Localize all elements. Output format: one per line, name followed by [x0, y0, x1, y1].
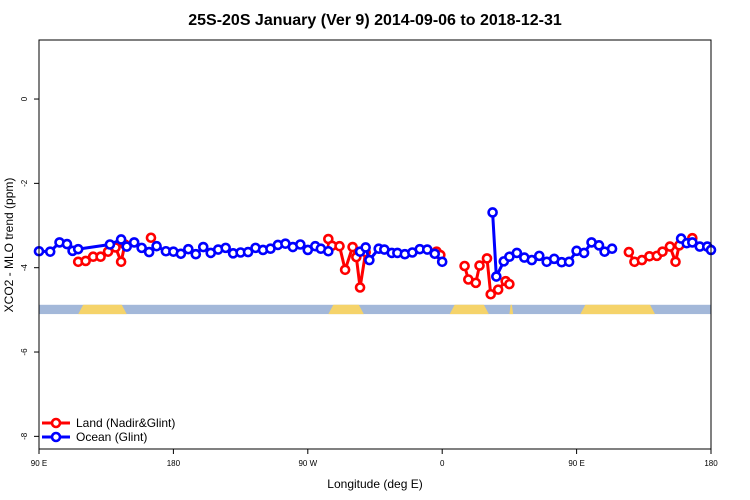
- series-land-point: [459, 260, 470, 272]
- series-ocean-point: [429, 248, 441, 260]
- chart-title: 25S-20S January (Ver 9) 2014-09-06 to 20…: [188, 12, 562, 29]
- series-ocean-point: [44, 246, 56, 257]
- series-ocean-point: [143, 246, 155, 258]
- series-ocean-point: [323, 245, 334, 257]
- series-ocean-point: [593, 240, 605, 251]
- series-ocean-point: [578, 247, 590, 259]
- y-tick-label: -8: [20, 432, 29, 440]
- series-ocean-point: [364, 254, 375, 266]
- series-ocean-point: [242, 246, 254, 258]
- y-axis: 0 -2 -4 -6 -8: [20, 96, 39, 440]
- series-ocean-point: [190, 248, 202, 260]
- series-ocean-point: [197, 241, 209, 253]
- series-land-point: [504, 278, 515, 290]
- surface-land-patch-3: [509, 304, 514, 315]
- series-land-point: [492, 284, 504, 295]
- series-ocean-point: [491, 271, 502, 282]
- legend: Land (Nadir&Glint) Ocean (Glint): [42, 416, 175, 444]
- x-tick-label: 90 E: [568, 459, 584, 468]
- series-ocean-point: [687, 237, 698, 248]
- legend-marker-ocean: [50, 431, 62, 443]
- series-land-point: [145, 232, 157, 244]
- series-land-point: [339, 264, 351, 276]
- legend-marker-land: [50, 417, 62, 429]
- plot-frame: [38, 39, 712, 450]
- surface-type-bar: [39, 304, 711, 315]
- y-tick-label: -2: [20, 179, 29, 187]
- series-land-point: [334, 240, 345, 252]
- series-ocean-point: [128, 237, 140, 248]
- legend-entry-land: Land (Nadir&Glint): [76, 416, 175, 430]
- series-land-point: [95, 251, 106, 263]
- series-ocean-point: [183, 243, 194, 255]
- y-tick-label: 0: [20, 96, 29, 101]
- series-ocean-point: [115, 234, 127, 245]
- series-land-point: [481, 253, 493, 264]
- series-land-point: [657, 246, 668, 257]
- series-land-point: [347, 241, 358, 253]
- series-land-point: [80, 255, 91, 267]
- series-land-point: [474, 260, 485, 271]
- series-ocean-point: [533, 250, 545, 262]
- series-land-point: [470, 277, 482, 289]
- y-axis-label: XCO2 - MLO trend (ppm): [2, 178, 16, 313]
- series-ocean-point: [563, 256, 575, 268]
- series-ocean-point: [136, 242, 147, 254]
- series-ocean-point: [487, 207, 498, 218]
- series-ocean-point: [61, 238, 73, 250]
- legend-entry-ocean: Ocean (Glint): [76, 430, 147, 444]
- y-tick-label: -4: [20, 264, 29, 272]
- series-ocean-point: [526, 254, 538, 266]
- series-land-point: [670, 256, 681, 268]
- series-land-point: [115, 256, 127, 268]
- series-land-point: [623, 246, 635, 258]
- x-tick-label: 0: [440, 459, 445, 468]
- series-ocean-point: [104, 239, 116, 250]
- x-tick-label: 90 W: [298, 459, 317, 468]
- x-axis: 90 E 180 90 W 0 90 E 180: [31, 449, 718, 468]
- surface-land-patch-1: [328, 304, 364, 315]
- x-tick-label: 90 E: [31, 459, 47, 468]
- series-ocean-point: [360, 242, 371, 253]
- surface-ocean-band: [39, 304, 711, 315]
- series-ocean-point: [175, 248, 187, 260]
- y-tick-label: -6: [20, 348, 29, 356]
- series-layer: [33, 207, 717, 300]
- series-ocean-point: [295, 239, 306, 250]
- series-land-point: [664, 241, 676, 252]
- surface-land-patch-2: [449, 304, 489, 315]
- series-ocean-point: [220, 242, 231, 254]
- series-ocean-point: [436, 256, 448, 268]
- series-land-point: [354, 282, 366, 293]
- surface-land-patch-0: [78, 304, 127, 315]
- series-ocean-point: [511, 247, 523, 259]
- series-ocean-point: [606, 243, 618, 255]
- surface-land-patch-4: [580, 304, 655, 315]
- series-ocean-point: [421, 244, 433, 255]
- series-ocean-point: [72, 243, 84, 255]
- series-ocean-point: [121, 241, 133, 252]
- x-axis-label: Longitude (deg E): [327, 477, 422, 491]
- series-ocean-point: [151, 240, 162, 252]
- series-land-point: [485, 288, 497, 300]
- series-ocean: [33, 207, 717, 282]
- x-tick-label: 180: [704, 459, 718, 468]
- x-tick-label: 180: [167, 459, 181, 468]
